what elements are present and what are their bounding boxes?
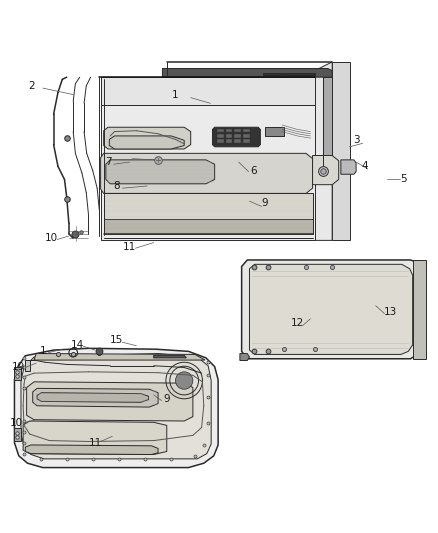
Polygon shape xyxy=(262,73,315,75)
Polygon shape xyxy=(234,129,241,133)
Polygon shape xyxy=(110,136,184,149)
Text: 9: 9 xyxy=(163,394,170,404)
Polygon shape xyxy=(104,219,313,234)
Polygon shape xyxy=(212,127,260,147)
Polygon shape xyxy=(242,260,424,359)
Polygon shape xyxy=(101,154,313,193)
Polygon shape xyxy=(341,160,356,174)
Polygon shape xyxy=(104,193,313,219)
Polygon shape xyxy=(102,77,315,106)
Text: 9: 9 xyxy=(261,198,268,208)
Polygon shape xyxy=(234,134,241,138)
Polygon shape xyxy=(240,353,250,360)
Polygon shape xyxy=(226,134,233,138)
Polygon shape xyxy=(14,349,218,467)
Polygon shape xyxy=(226,129,233,133)
Polygon shape xyxy=(313,156,339,184)
Polygon shape xyxy=(102,106,315,240)
Polygon shape xyxy=(27,382,193,421)
Text: 13: 13 xyxy=(384,307,398,317)
Polygon shape xyxy=(23,421,167,455)
Polygon shape xyxy=(243,140,250,143)
Text: 19: 19 xyxy=(12,361,25,372)
Text: 2: 2 xyxy=(28,81,35,91)
Polygon shape xyxy=(104,127,191,149)
Text: 8: 8 xyxy=(113,181,120,191)
Polygon shape xyxy=(21,353,211,459)
Polygon shape xyxy=(226,140,233,143)
Text: 10: 10 xyxy=(10,418,23,428)
Polygon shape xyxy=(217,134,224,138)
Polygon shape xyxy=(323,77,332,171)
Circle shape xyxy=(176,372,193,389)
Polygon shape xyxy=(217,129,224,133)
Text: 11: 11 xyxy=(88,438,102,448)
Polygon shape xyxy=(332,62,350,240)
Text: 11: 11 xyxy=(123,242,136,252)
Polygon shape xyxy=(265,127,284,136)
Text: 6: 6 xyxy=(251,166,257,176)
Polygon shape xyxy=(37,393,148,402)
Text: 4: 4 xyxy=(361,161,368,172)
Polygon shape xyxy=(243,129,250,133)
Text: 3: 3 xyxy=(353,135,360,146)
Polygon shape xyxy=(413,260,426,359)
Text: 5: 5 xyxy=(401,174,407,184)
Polygon shape xyxy=(154,356,186,358)
Polygon shape xyxy=(33,389,158,407)
Polygon shape xyxy=(14,367,21,379)
Text: 14: 14 xyxy=(71,340,84,350)
Text: 15: 15 xyxy=(110,335,124,345)
Text: 1: 1 xyxy=(39,346,46,357)
Text: 7: 7 xyxy=(105,157,111,167)
Polygon shape xyxy=(217,140,224,143)
Polygon shape xyxy=(243,134,250,138)
Polygon shape xyxy=(315,62,332,240)
Text: 10: 10 xyxy=(45,233,58,243)
Text: 12: 12 xyxy=(291,318,304,328)
Polygon shape xyxy=(25,445,158,455)
Polygon shape xyxy=(162,68,332,77)
Polygon shape xyxy=(234,140,241,143)
Text: 1: 1 xyxy=(172,90,179,100)
Polygon shape xyxy=(14,427,21,441)
Polygon shape xyxy=(25,360,30,371)
Polygon shape xyxy=(34,353,205,360)
Polygon shape xyxy=(106,160,215,184)
Polygon shape xyxy=(250,264,413,354)
